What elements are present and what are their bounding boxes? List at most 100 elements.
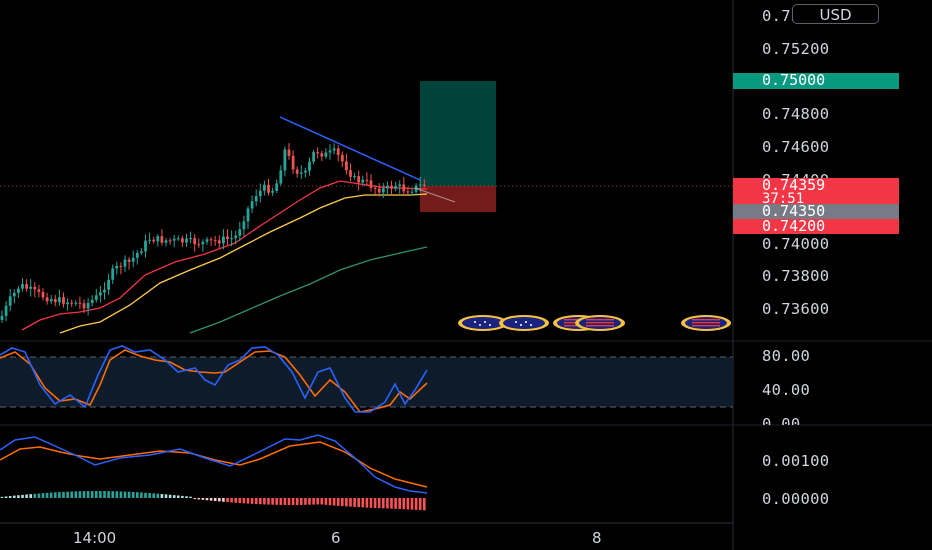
- macd-hist-bar: [136, 492, 139, 498]
- candle-body: [205, 239, 209, 242]
- candle-body: [148, 239, 151, 241]
- macd-hist-bar: [8, 496, 12, 498]
- candle-body: [66, 302, 69, 305]
- stop-price-badge[interactable]: 0.74200: [733, 219, 899, 234]
- candle-body: [369, 180, 373, 188]
- candle-body: [12, 292, 16, 297]
- macd-hist-bar: [181, 495, 184, 498]
- macd-hist-bar: [234, 498, 237, 503]
- macd-hist-bar: [49, 492, 53, 498]
- macd-hist-bar: [164, 494, 168, 498]
- loss-zone: [420, 186, 496, 212]
- candle-body: [217, 240, 221, 244]
- candle-body: [127, 259, 131, 262]
- candle-body: [156, 236, 160, 242]
- candle-body: [283, 149, 287, 171]
- macd-hist-bar: [418, 498, 422, 511]
- macd-hist-bar: [226, 498, 229, 503]
- currency-button[interactable]: USD: [792, 4, 879, 24]
- macd-hist-bar: [254, 498, 258, 505]
- candle-body: [316, 152, 320, 154]
- macd-hist-bar: [218, 498, 221, 502]
- candle-body: [86, 302, 90, 309]
- au-flag-event-icon[interactable]: [458, 315, 508, 331]
- candle-body: [312, 152, 315, 162]
- candle-body: [189, 238, 192, 240]
- candle-body: [267, 184, 270, 193]
- candle-body: [201, 241, 205, 245]
- macd-hist-bar: [21, 494, 24, 498]
- time-label: 6: [331, 529, 341, 547]
- candle-body: [90, 299, 94, 303]
- candle-body: [258, 190, 262, 197]
- macd-hist-bar: [189, 496, 192, 498]
- candle-body: [357, 176, 361, 183]
- macd-hist-bar: [201, 498, 205, 500]
- candle-body: [29, 286, 33, 289]
- macd-hist-bar: [213, 498, 217, 502]
- macd-hist-bar: [406, 498, 410, 510]
- macd-hist-bar: [308, 498, 311, 505]
- macd-hist-bar: [54, 492, 57, 498]
- candle-body: [287, 149, 291, 156]
- macd-hist-bar: [58, 492, 61, 498]
- macd-hist-bar: [361, 498, 365, 508]
- candle-body: [422, 184, 426, 186]
- macd-hist-bar: [304, 498, 307, 505]
- candle-body: [238, 229, 242, 236]
- last-price-badge[interactable]: 0.74359 37:51: [733, 176, 899, 206]
- macd-hist-bar: [345, 498, 348, 507]
- macd-hist-bar: [17, 495, 20, 498]
- candle-body: [209, 239, 213, 241]
- price-label: 0.74600: [762, 138, 830, 156]
- macd-hist-bar: [119, 491, 123, 498]
- us-flag-event-icon[interactable]: [575, 315, 625, 331]
- macd-hist-bar: [295, 498, 299, 505]
- candle-body: [304, 170, 307, 173]
- macd-hist-bar: [25, 494, 28, 498]
- projection-line: [414, 187, 456, 203]
- candle-body: [99, 292, 102, 296]
- candle-body: [103, 289, 106, 293]
- macd-hist-bar: [205, 498, 209, 501]
- candle-body: [41, 291, 45, 298]
- candle-body: [349, 170, 352, 177]
- macd-hist-bar: [382, 498, 385, 509]
- bid-price-badge[interactable]: 0.74350: [733, 204, 899, 219]
- stoch-label: 40.00: [762, 381, 811, 399]
- candle-body: [37, 289, 41, 292]
- candle-body: [82, 303, 86, 309]
- candle-body: [291, 155, 295, 170]
- time-label: 14:00: [73, 529, 117, 547]
- candle-body: [320, 153, 324, 157]
- macd-hist-bar: [66, 491, 69, 498]
- candle-body: [131, 257, 135, 262]
- price-label: 0.73800: [762, 267, 830, 285]
- last-price-value: 0.74359: [762, 176, 826, 194]
- stoch-band: [0, 357, 733, 407]
- macd-hist-bar: [62, 491, 65, 498]
- macd-hist-bar: [271, 498, 274, 505]
- us-flag-event-icon[interactable]: [681, 315, 731, 331]
- time-label: 8: [592, 529, 602, 547]
- target-price-badge[interactable]: 0.75000: [733, 73, 899, 89]
- candle-body: [402, 184, 406, 192]
- macd-hist-bar: [111, 491, 114, 498]
- macd-hist-bar: [172, 495, 176, 498]
- candle-body: [275, 183, 279, 191]
- stoch-k-line: [0, 345, 428, 413]
- macd-hist-bar: [369, 498, 373, 508]
- macd-hist-bar: [127, 491, 131, 498]
- candle-body: [111, 268, 115, 280]
- candle-body: [94, 295, 98, 300]
- macd-hist-bar: [386, 498, 389, 509]
- candle-body: [21, 284, 24, 289]
- au-flag-event-icon[interactable]: [499, 315, 549, 331]
- macd-hist-bar: [250, 498, 254, 504]
- macd-hist-bar: [357, 498, 360, 508]
- macd-hist-bar: [279, 498, 283, 505]
- candle-body: [70, 302, 74, 304]
- macd-hist-bar: [423, 498, 426, 511]
- candle-body: [345, 161, 348, 171]
